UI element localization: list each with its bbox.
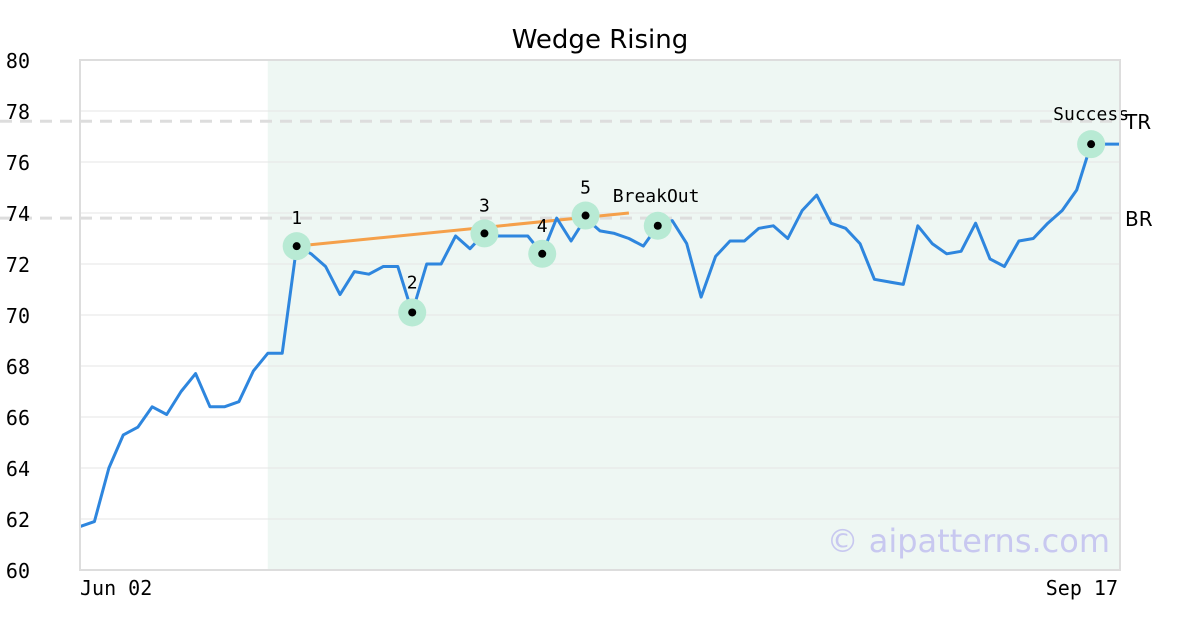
series-group — [79, 142, 1120, 529]
pattern-point — [480, 229, 489, 238]
pattern-point — [292, 242, 301, 251]
pattern-point — [1087, 140, 1096, 149]
y-tick-label: 70 — [6, 304, 30, 328]
reference-line-label: TR — [1124, 110, 1151, 134]
pattern-markers: 1 2 3 4 5 BreakOut Success — [282, 104, 1129, 327]
reference-line-label: BR — [1125, 207, 1153, 231]
y-axis-ticks: 60 62 64 66 68 70 72 74 76 78 80 — [6, 49, 30, 583]
reference-lines: TR BR — [0, 110, 1153, 231]
y-tick-label: 80 — [6, 49, 30, 73]
y-tick-label: 64 — [6, 457, 30, 481]
x-tick-label: Sep 17 — [1046, 576, 1118, 600]
pattern-point-label: 1 — [291, 208, 302, 229]
y-tick-label: 78 — [6, 100, 30, 124]
pattern-point — [653, 221, 662, 230]
y-tick-label: 72 — [6, 253, 30, 277]
x-tick-label: Jun 02 — [80, 576, 152, 600]
pattern-point — [581, 211, 590, 220]
plot-frame — [79, 59, 1121, 571]
pattern-point-label: Success — [1053, 104, 1129, 125]
y-tick-label: 62 — [6, 508, 30, 532]
pattern-point-label: 3 — [479, 195, 490, 216]
y-tick-label: 74 — [6, 202, 30, 226]
watermark: © aipatterns.com — [827, 522, 1110, 560]
pattern-point — [538, 249, 547, 258]
y-tick-label: 66 — [6, 406, 30, 430]
pattern-point-label: BreakOut — [613, 186, 700, 207]
pattern-point — [408, 308, 417, 317]
y-tick-label: 76 — [6, 151, 30, 175]
y-tick-label: 68 — [6, 355, 30, 379]
pattern-point-label: 2 — [407, 272, 418, 293]
pattern-point-label: 4 — [537, 216, 548, 237]
price-series-line — [79, 142, 1120, 529]
y-tick-label: 60 — [6, 559, 30, 583]
x-axis-ticks: Jun 02 Sep 17 — [80, 576, 1118, 600]
pattern-point-label: 5 — [580, 178, 591, 199]
chart-title: Wedge Rising — [512, 25, 689, 55]
